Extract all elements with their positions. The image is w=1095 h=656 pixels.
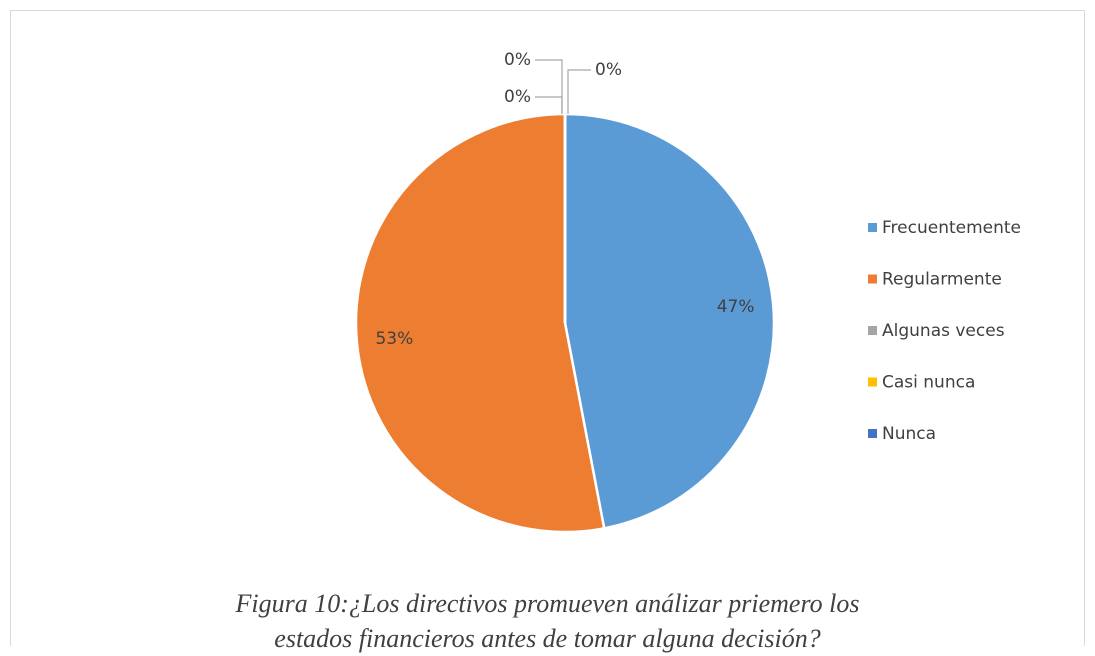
legend-swatch — [868, 326, 877, 335]
legend-label: Regularmente — [882, 270, 1002, 290]
chart-frame — [10, 10, 1085, 646]
legend-label: Algunas veces — [882, 321, 1005, 341]
pie-slice — [563, 112, 776, 530]
leader-line — [535, 59, 563, 114]
pie-slice — [354, 112, 606, 534]
legend-label: Nunca — [882, 424, 936, 444]
data-label: 0% — [595, 60, 622, 80]
data-label: 47% — [717, 297, 755, 317]
legend-swatch — [868, 377, 877, 387]
data-label: 0% — [504, 50, 531, 70]
data-label: 53% — [375, 329, 413, 349]
legend-swatch — [868, 223, 877, 232]
legend-label: Frecuentemente — [882, 218, 1021, 238]
legend-label: Casi nunca — [882, 373, 975, 393]
data-label: 0% — [504, 87, 531, 107]
leader-line — [535, 96, 563, 114]
legend-swatch — [868, 429, 877, 438]
legend-swatch — [868, 274, 877, 284]
leader-line — [567, 69, 591, 114]
